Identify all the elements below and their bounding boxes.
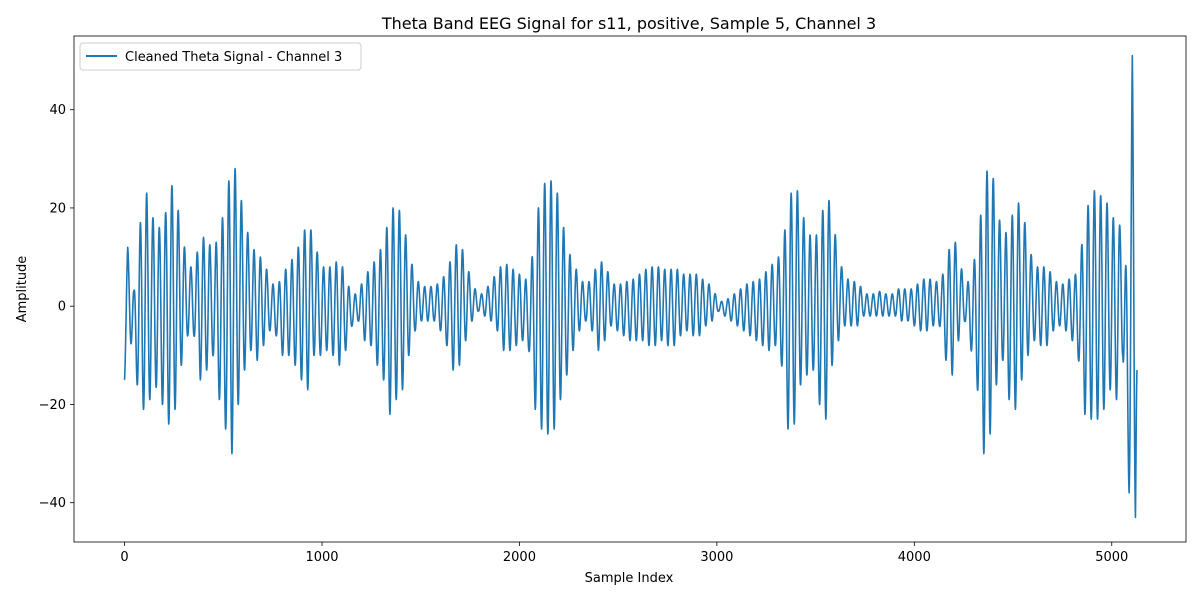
axes-frame	[73, 35, 1187, 543]
chart-title: Theta Band EEG Signal for s11, positive,…	[381, 14, 876, 33]
legend: Cleaned Theta Signal - Channel 3	[79, 42, 362, 71]
x-tick-label: 5000	[1095, 550, 1128, 565]
y-tick-label: −20	[39, 398, 66, 413]
y-tick-label: 20	[49, 201, 66, 216]
plot-area	[73, 35, 1187, 543]
legend-box	[79, 42, 362, 71]
x-axis: 0 1000 2000 3000 4000 5000	[120, 542, 1128, 565]
x-tick-label: 2000	[503, 550, 536, 565]
legend-label: Cleaned Theta Signal - Channel 3	[125, 50, 342, 65]
x-tick-label: 1000	[305, 550, 338, 565]
x-tick-label: 3000	[700, 550, 733, 565]
x-axis-label: Sample Index	[585, 571, 674, 586]
series-line-cleaned-theta	[123, 54, 1138, 519]
y-tick-label: 0	[58, 300, 66, 315]
y-tick-label: −40	[39, 496, 66, 511]
x-tick-label: 0	[120, 550, 128, 565]
y-axis: −40 −20 0 20 40	[39, 103, 74, 511]
y-axis-label: Amplitude	[15, 256, 30, 323]
y-tick-label: 40	[49, 103, 66, 118]
x-tick-label: 4000	[898, 550, 931, 565]
